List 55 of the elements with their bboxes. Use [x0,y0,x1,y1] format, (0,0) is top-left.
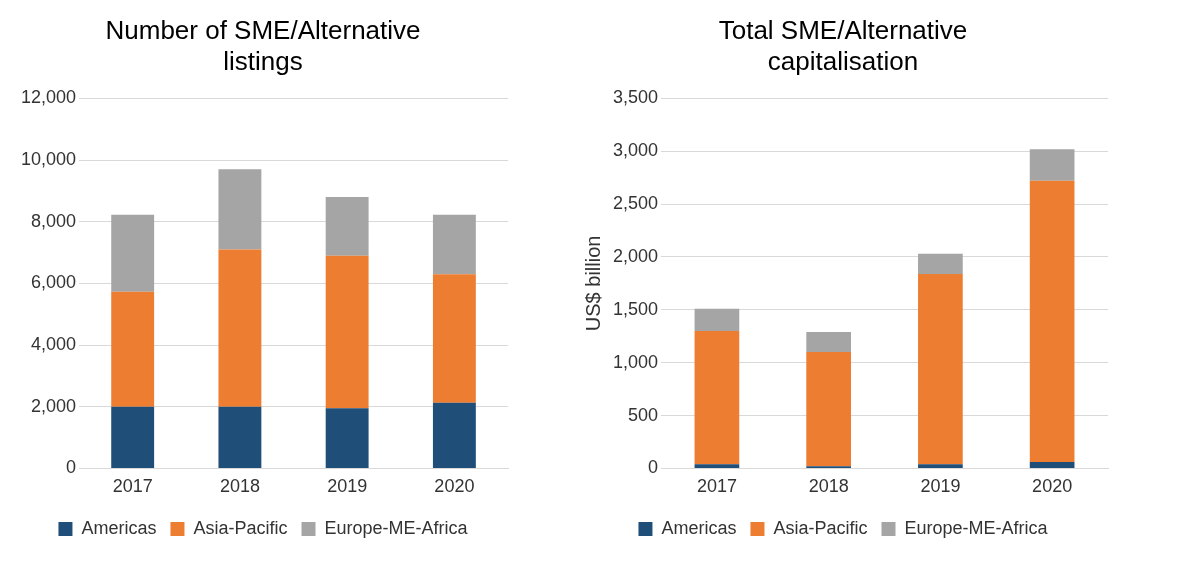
y-tick-label: 4,000 [31,334,77,355]
bar [806,332,851,353]
bar [1029,149,1075,181]
y-tick-label: 8,000 [31,210,77,231]
bar [325,197,369,256]
y-tick-label: 12,000 [20,87,77,108]
bar [432,402,476,468]
y-tick-label: 0 [648,457,659,478]
x-tick-label: 2018 [808,476,849,497]
bar [694,308,740,331]
x-tick-label: 2017 [112,476,153,497]
y-tick-label: 2,000 [31,395,77,416]
legend-label: Europe-ME-Africa [324,517,469,538]
y-tick-label: 6,000 [31,272,77,293]
bar [111,214,155,292]
legend-label: Americas [661,517,737,538]
y-tick-label: 2,500 [613,193,659,214]
bar [218,406,262,468]
bar [218,249,262,407]
bar [325,255,369,409]
bar [432,274,476,403]
y-tick-label: 10,000 [20,149,77,170]
bar [111,291,155,407]
y-tick-label: 3,500 [613,87,659,108]
bar [918,273,963,465]
bar [806,352,851,467]
y-tick-label: 1,000 [613,351,659,372]
bar [918,253,963,274]
y-tick-label: 3,000 [613,140,659,161]
bar [1029,180,1075,463]
bar [432,214,476,275]
legend-label: Asia-Pacific [773,517,868,538]
bar [111,406,155,468]
x-tick-label: 2018 [219,476,260,497]
chart-title: Number of SME/Alternative listings [105,14,421,76]
bar [918,464,963,468]
bar [694,464,740,468]
bar [218,169,262,250]
legend-label: Americas [81,517,157,538]
y-axis-title: US$ billion [581,235,604,332]
x-tick-label: 2020 [434,476,475,497]
y-tick-label: 1,500 [613,298,659,319]
x-tick-label: 2019 [327,476,368,497]
legend-label: Europe-ME-Africa [904,517,1049,538]
bar [694,330,740,465]
bar [325,408,369,468]
x-tick-label: 2019 [920,476,961,497]
y-tick-label: 500 [628,404,659,425]
y-tick-label: 0 [66,457,77,478]
legend-label: Asia-Pacific [193,517,288,538]
chart-title: Total SME/Alternative capitalisation [718,14,968,76]
x-tick-label: 2020 [1032,476,1073,497]
bar [1029,462,1075,468]
x-tick-label: 2017 [696,476,737,497]
y-tick-label: 2,000 [613,245,659,266]
